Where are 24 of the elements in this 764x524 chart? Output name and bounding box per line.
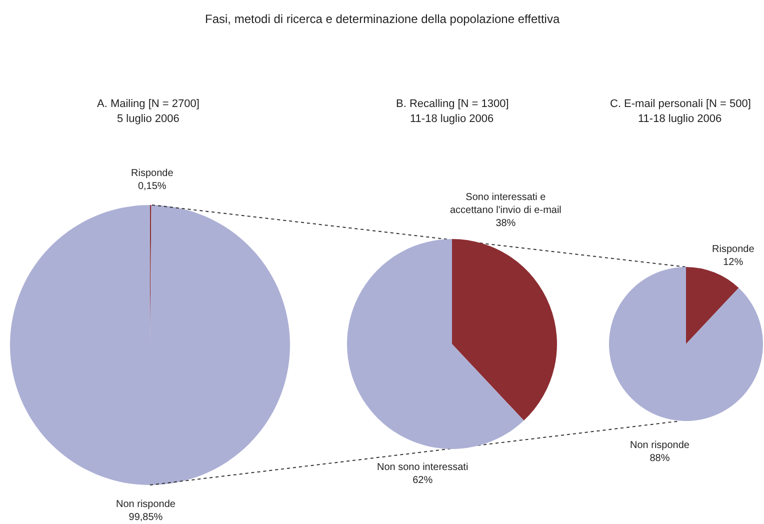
chart-title: C. E-mail personali [N = 500] — [610, 98, 751, 110]
slice-label: Non sono interessati — [377, 462, 468, 473]
data-label: 12% — [723, 257, 744, 268]
pie-slice — [452, 239, 557, 421]
chart-subtitle: 11-18 luglio 2006 — [410, 113, 494, 125]
data-label: 99,85% — [128, 512, 163, 523]
slice-label: Risponde — [712, 244, 755, 255]
text: Fasi, metodi di ricerca e determinazione della popolazione effettiva — [205, 12, 560, 26]
slice-label: Risponde — [131, 168, 174, 179]
chart-subtitle: 11-18 luglio 2006 — [638, 113, 722, 125]
pie-slice — [686, 267, 739, 344]
pie-slice — [347, 239, 524, 449]
chart-title: B. Recalling [N = 1300] — [396, 98, 509, 110]
slice-label: Non risponde — [630, 440, 690, 451]
slice-label: Non risponde — [116, 499, 176, 510]
pie-slice — [609, 267, 763, 421]
data-label: 0,15% — [138, 181, 166, 192]
data-label: 88% — [650, 453, 670, 464]
chart-subtitle: 5 luglio 2006 — [117, 113, 180, 125]
pie-slice — [10, 205, 290, 485]
chart-title: A. Mailing [N = 2700] — [97, 98, 200, 110]
slice-label: Sono interessati e accettano l'invio di e-mail — [450, 192, 562, 216]
data-label: 38% — [496, 218, 516, 229]
data-label: 62% — [412, 475, 433, 486]
